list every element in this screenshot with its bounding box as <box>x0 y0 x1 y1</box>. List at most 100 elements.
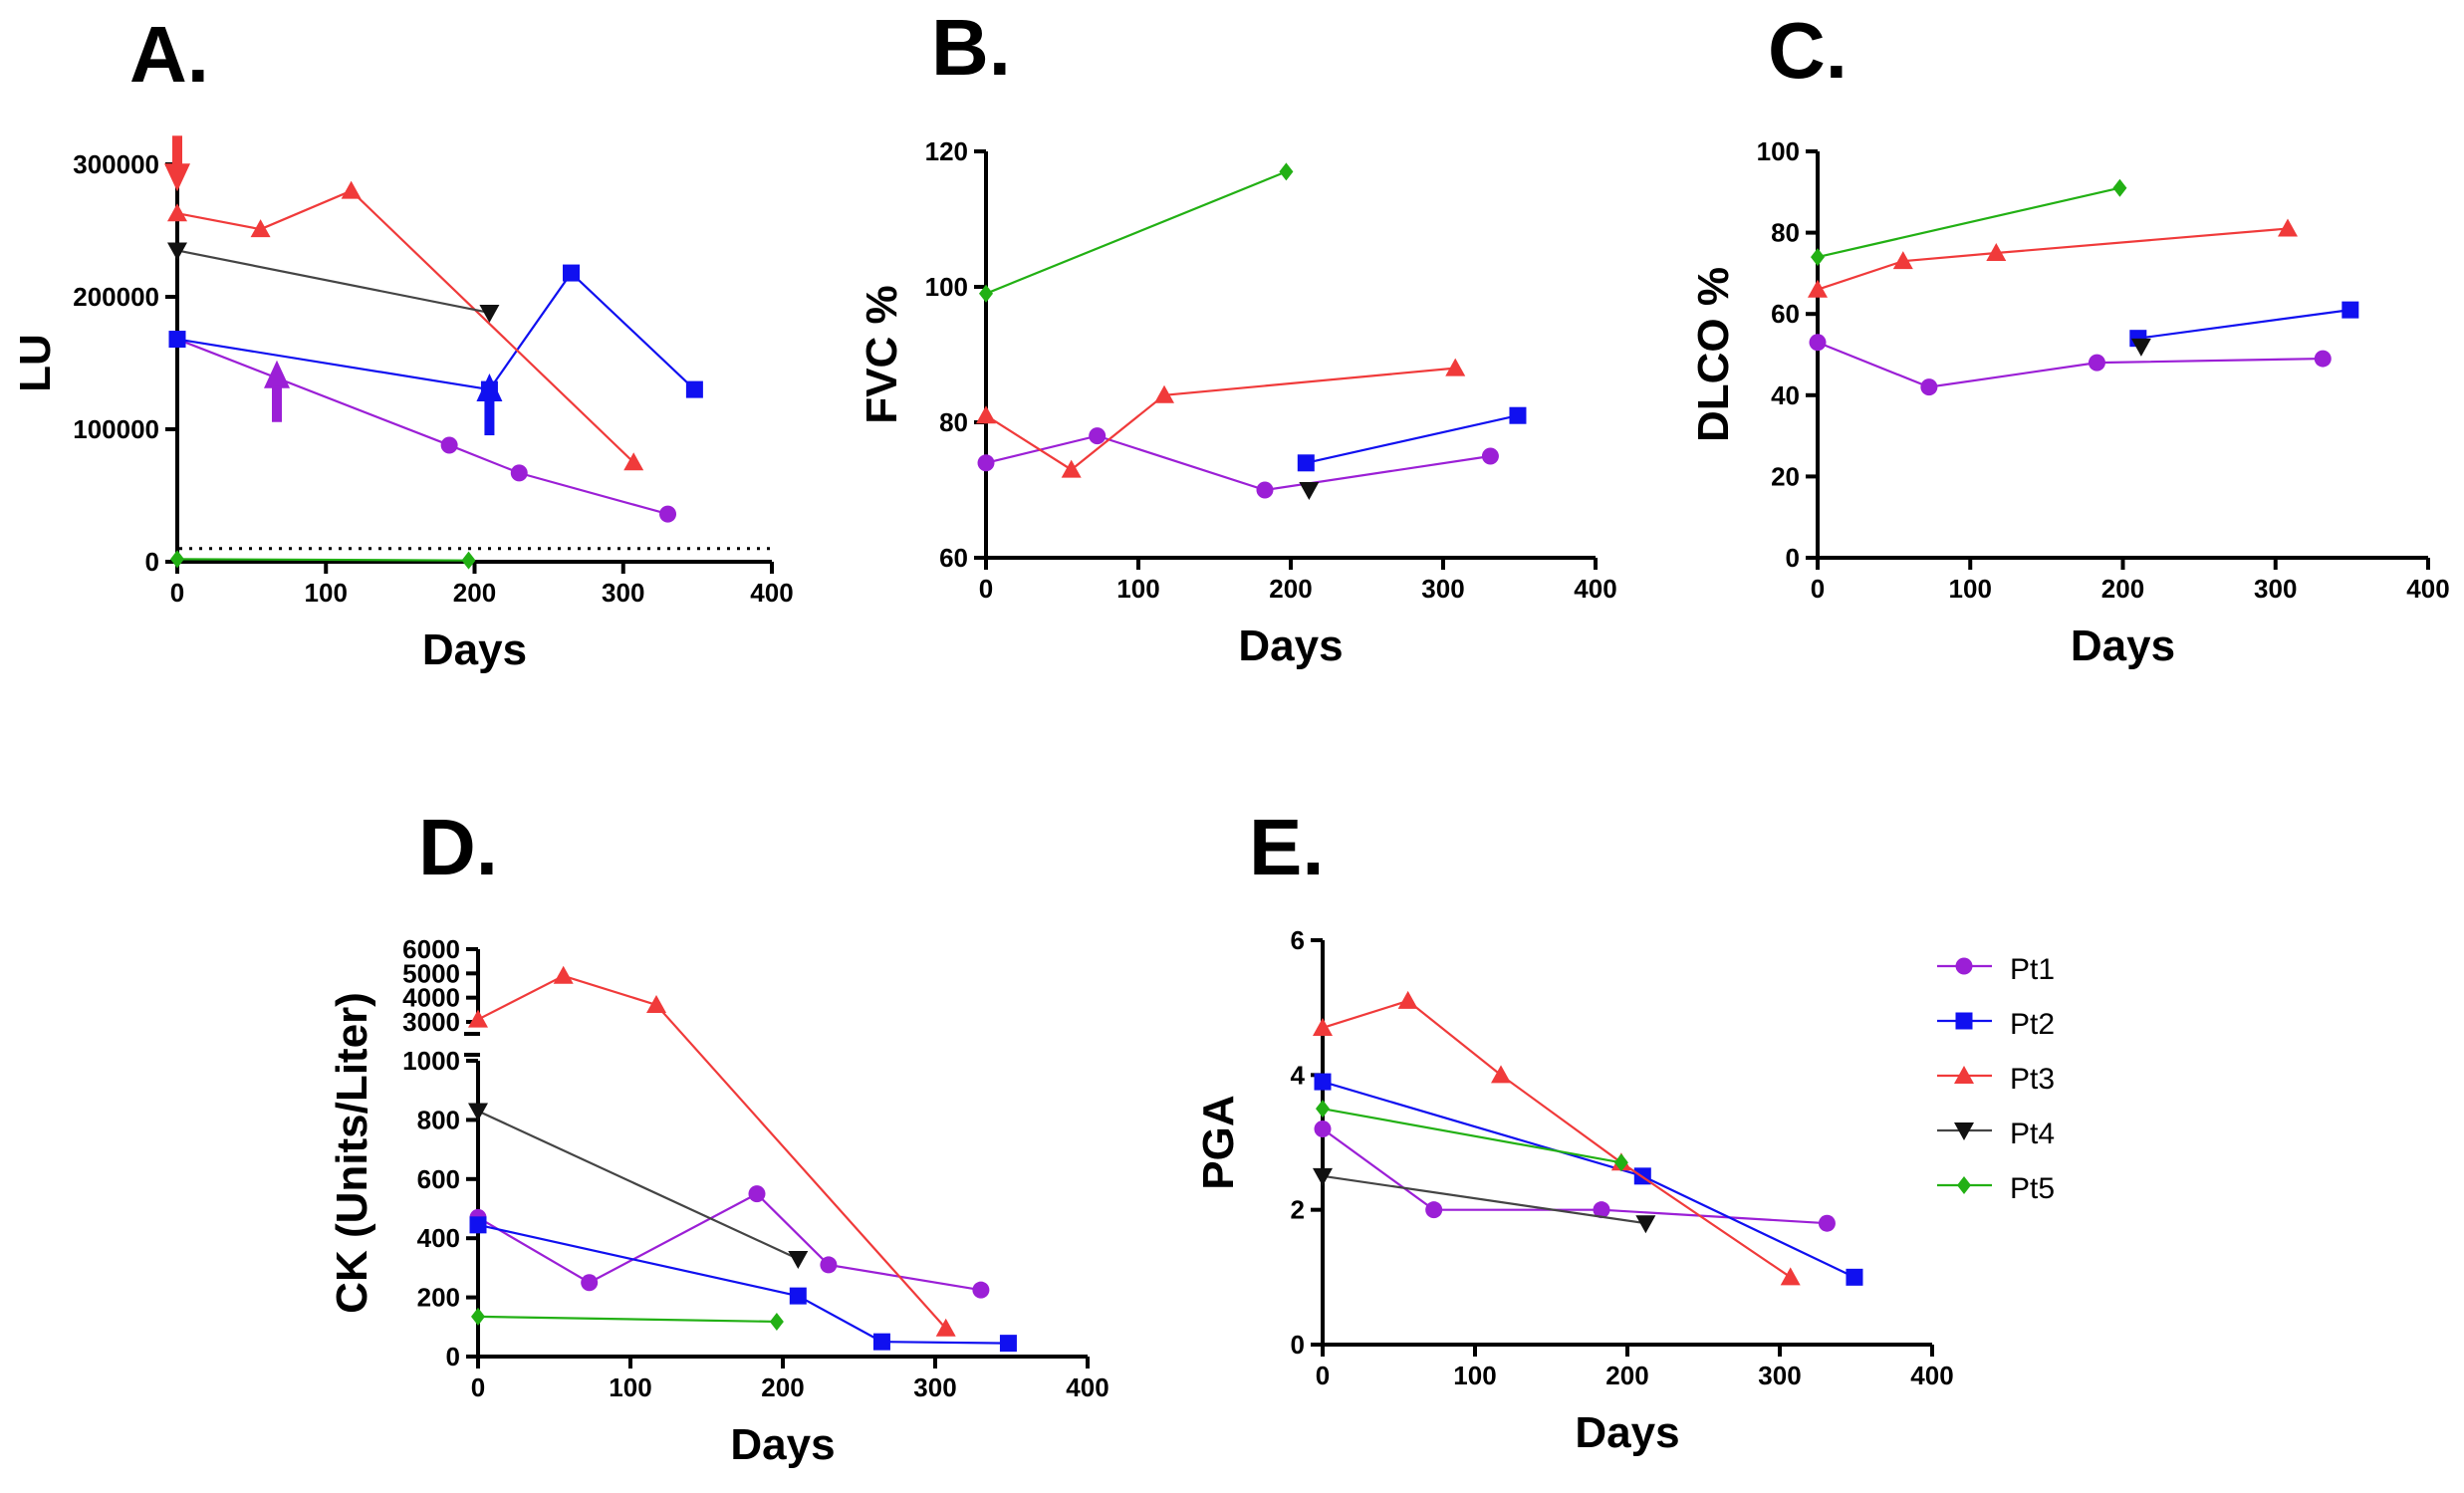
data-point-pt3 <box>250 219 271 238</box>
series-pt1 <box>1809 334 2332 396</box>
data-point-pt3 <box>167 203 187 222</box>
series-line-pt5 <box>1322 1108 1622 1164</box>
data-point-pt3 <box>1491 1065 1512 1084</box>
data-point-pt1 <box>2314 350 2332 368</box>
axes: 0 100 200 300 400 0 20 40 60 80 100 <box>1757 136 2450 604</box>
y-tick-label: 6000 <box>402 934 460 964</box>
series-line-pt4 <box>1322 1174 1646 1225</box>
y-tick-label: 0 <box>1291 1330 1305 1360</box>
y-axis-label: FVC % <box>858 285 906 423</box>
series-line-pt1 <box>985 434 1491 492</box>
series-pt1 <box>469 1185 990 1299</box>
x-tick-label: 100 <box>1453 1361 1496 1390</box>
x-tick-label: 100 <box>1949 574 1992 604</box>
data-point-pt3 <box>2278 218 2299 237</box>
x-tick-label: 400 <box>750 578 793 608</box>
series-line-pt5 <box>176 558 469 562</box>
x-tick-label: 0 <box>170 578 184 608</box>
series-line-pt1 <box>176 338 668 516</box>
data-point-pt4 <box>1635 1215 1656 1234</box>
data-point-pt3 <box>1154 384 1175 403</box>
data-point-pt1 <box>440 436 458 454</box>
y-tick-label: 60 <box>1771 299 1800 329</box>
y-axis-label: PGA <box>1194 1095 1243 1189</box>
series-line-pt2 <box>1306 414 1519 464</box>
data-point-pt3 <box>1445 358 1466 376</box>
y-tick-label: 0 <box>1786 543 1800 573</box>
data-point-pt4 <box>479 304 500 323</box>
x-tick-label: 0 <box>979 574 993 604</box>
data-point-pt3 <box>623 452 644 471</box>
data-point-pt3 <box>1986 243 2007 261</box>
data-point-pt3 <box>1780 1267 1801 1286</box>
y-tick-label: 6 <box>1291 925 1305 955</box>
data-point-pt3 <box>976 405 996 424</box>
panel-c-dlco-chart: 0 100 200 300 400 0 20 40 60 80 100 Days DLCO % <box>1689 136 2450 670</box>
data-point-pt4 <box>2130 338 2151 357</box>
data-point-pt5 <box>461 551 476 570</box>
series-pt4 <box>2130 338 2151 357</box>
series-line-pt3 <box>477 974 947 1330</box>
series-pt4 <box>167 242 500 323</box>
data-point-pt5 <box>471 1307 485 1326</box>
y-tick-label: 0 <box>145 547 159 577</box>
y-tick-label: 120 <box>925 136 968 166</box>
x-tick-label: 300 <box>1421 574 1464 604</box>
data-point-pt3 <box>1892 251 1913 270</box>
data-point-pt1 <box>820 1256 838 1274</box>
panel-e-pga-chart: 0 100 200 300 400 0 2 4 6 Days PGA <box>1194 925 1954 1457</box>
x-tick-label: 100 <box>609 1372 651 1402</box>
series-line-pt3 <box>1817 227 2289 291</box>
arrow-up-icon <box>476 373 503 436</box>
data-point-pt3 <box>1313 1017 1333 1036</box>
data-point-pt3 <box>1808 279 1828 298</box>
data-point-pt1 <box>1920 378 1938 396</box>
legend-marker-pt4 <box>1954 1122 1974 1140</box>
panel-b-fvc-chart: 0 100 200 300 400 60 80 100 120 Days FVC % <box>858 136 1617 670</box>
x-axis-label: Days <box>730 1420 835 1469</box>
data-point-pt1 <box>1481 447 1499 465</box>
series-line-pt2 <box>176 271 696 391</box>
legend-item-pt2: Pt2 <box>1937 1008 2055 1041</box>
series-line-pt2 <box>477 1223 1009 1345</box>
data-point-pt1 <box>748 1185 766 1203</box>
series-line-pt5 <box>477 1315 777 1324</box>
y-tick-label: 4 <box>1291 1060 1306 1090</box>
data-point-pt1 <box>977 454 995 472</box>
data-point-pt2 <box>1314 1073 1332 1091</box>
series-pt3 <box>167 180 644 471</box>
series-pt4 <box>468 1103 809 1269</box>
y-tick-label: 600 <box>417 1164 460 1194</box>
y-tick-label: 80 <box>1771 218 1800 248</box>
series-line-pt5 <box>1817 186 2120 259</box>
x-tick-label: 400 <box>1574 574 1616 604</box>
x-tick-label: 0 <box>1811 574 1825 604</box>
y-tick-label: 200000 <box>73 282 159 312</box>
series-pt4 <box>1313 1167 1656 1234</box>
y-tick-label: 100 <box>1757 136 1800 166</box>
series-pt5 <box>471 1307 784 1331</box>
series-pt1 <box>977 427 1499 499</box>
data-point-pt3 <box>935 1318 956 1337</box>
panel-d-ck-chart: 0 100 200 300 400020040060080010003000400050… <box>328 934 1109 1469</box>
series-pt2 <box>1297 406 1527 472</box>
data-point-pt5 <box>170 550 184 569</box>
data-point-pt3 <box>646 994 667 1013</box>
x-tick-label: 300 <box>2254 574 2297 604</box>
arrow-up-icon <box>263 360 290 422</box>
legend-marker-pt3 <box>1954 1066 1974 1084</box>
y-tick-label: 4000 <box>402 983 460 1013</box>
panel-b-letter: B. <box>931 3 1011 92</box>
series-pt3 <box>468 965 956 1337</box>
data-point-pt1 <box>1256 481 1274 499</box>
series-pt5 <box>1811 178 2127 267</box>
data-point-pt4 <box>1313 1167 1333 1186</box>
data-point-pt2 <box>563 264 581 282</box>
axes: 0 100 200 300 400 0 100000 200000 300000 <box>73 149 793 608</box>
x-tick-label: 0 <box>471 1372 485 1402</box>
x-tick-label: 200 <box>1269 574 1312 604</box>
series-line-pt2 <box>2137 309 2350 340</box>
series-pt5 <box>170 550 476 570</box>
data-point-pt4 <box>788 1250 809 1269</box>
